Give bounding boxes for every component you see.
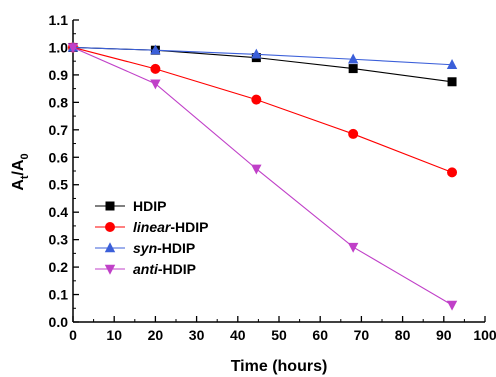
y-tick-label: 0.6 [49, 149, 69, 165]
data-point-circle [348, 128, 359, 139]
data-point-triangle-up [150, 44, 161, 55]
data-point-triangle-up [446, 59, 458, 69]
legend-item: syn-HDIP [95, 240, 195, 256]
y-axis-title-main: A [10, 179, 27, 191]
axes: 0 10 20 30 40 50 60 70 80 90 100 0.0 0.1 0.2 0.3 0.4 0.5… [49, 12, 496, 343]
x-tick-label: 80 [395, 327, 411, 343]
y-axis-title-sub1: t [19, 175, 31, 179]
data-point-triangle-down [67, 43, 79, 54]
series-line [72, 46, 453, 306]
data-point-circle [251, 94, 262, 105]
data-point-triangle-down [251, 164, 262, 175]
legend-label: HDIP [133, 198, 166, 214]
y-tick-label: 1.1 [49, 12, 69, 28]
data-point-triangle-down [347, 242, 359, 253]
data-point-triangle-up [347, 53, 359, 64]
legend-label: linear-HDIP [133, 219, 208, 235]
y-tick-label: 0.1 [49, 287, 69, 303]
y-axis-title-sep: /A [10, 159, 27, 175]
y-tick-label: 0.4 [49, 204, 69, 220]
legend-label-rest: HDIP [133, 198, 166, 214]
y-tick-label: 0.0 [49, 314, 69, 330]
series-linear [68, 42, 458, 178]
legend-label: anti-HDIP [133, 261, 196, 277]
legend-label-prefix: linear [133, 219, 172, 235]
legend-label-prefix: syn [133, 240, 157, 256]
x-tick-label: 50 [271, 327, 287, 343]
legend-label-rest: -HDIP [158, 261, 196, 277]
series-line [72, 46, 453, 83]
y-tick-label: 0.9 [49, 67, 69, 83]
y-tick-label: 0.3 [49, 232, 69, 248]
x-tick-label: 30 [189, 327, 205, 343]
y-tick-label: 0.2 [49, 259, 69, 275]
legend-label: syn-HDIP [133, 240, 195, 256]
series-anti [67, 43, 458, 311]
x-tick-label: 100 [473, 327, 496, 343]
data-point-triangle-up [104, 242, 116, 253]
data-point-triangle-up [251, 48, 262, 59]
data-point-triangle-down [150, 79, 161, 90]
y-tick-label: 0.8 [49, 94, 69, 110]
x-tick-label: 10 [106, 327, 122, 343]
x-axis-title: Time (hours) [231, 358, 328, 375]
data-point-square [105, 201, 115, 211]
y-axis-title: At/A0 [10, 153, 31, 190]
legend-label-prefix: anti [133, 261, 159, 277]
y-tick-label: 1.0 [49, 39, 69, 55]
x-tick-label: 20 [148, 327, 164, 343]
series-line [72, 46, 453, 173]
y-tick-label: 0.7 [49, 122, 69, 138]
x-tick-label: 90 [436, 327, 452, 343]
legend-item: anti-HDIP [95, 261, 196, 277]
data-point-circle [447, 167, 458, 178]
y-tick-label: 0.5 [49, 177, 69, 193]
y-axis-title-sub2: 0 [19, 153, 31, 159]
legend-item: linear-HDIP [95, 219, 208, 235]
series-layer [67, 41, 458, 311]
data-point-square [447, 77, 457, 87]
legend-item: HDIP [95, 198, 166, 214]
legend-label-rest: -HDIP [170, 219, 208, 235]
data-point-circle [150, 63, 161, 74]
x-tick-label: 60 [312, 327, 328, 343]
data-point-triangle-down [104, 264, 116, 275]
x-tick-label: 70 [354, 327, 370, 343]
data-point-circle [105, 222, 115, 232]
data-point-triangle-down [446, 300, 458, 311]
series-syn [67, 41, 458, 69]
x-tick-label: 0 [69, 327, 77, 343]
x-tick-label: 40 [230, 327, 246, 343]
legend-label-rest: -HDIP [157, 240, 195, 256]
data-point-square [348, 64, 358, 74]
